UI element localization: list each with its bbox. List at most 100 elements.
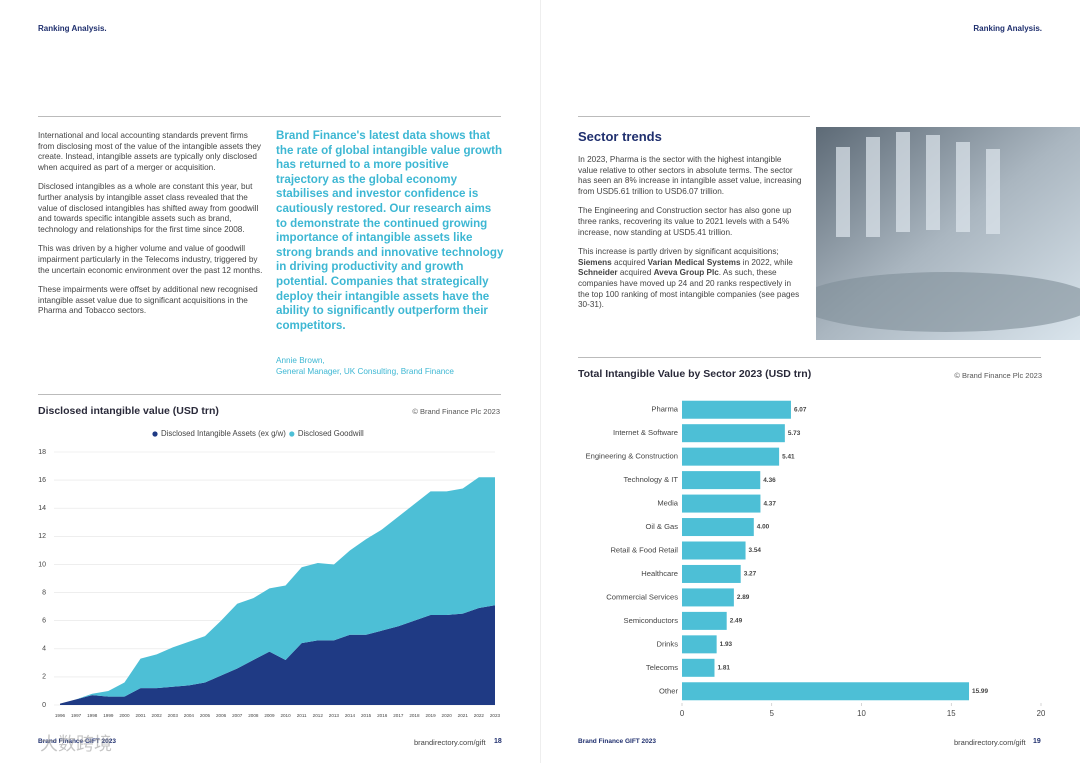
x-tick-label: 2009 [264, 713, 275, 718]
page-number: 19 [1033, 738, 1041, 745]
legend-label: Disclosed Intangible Assets (ex g/w) [161, 429, 286, 438]
category-label: Healthcare [641, 569, 678, 578]
author-name: Annie Brown, [276, 356, 325, 365]
text-run: Aveva Group Plc [653, 268, 719, 278]
bar [682, 658, 715, 677]
value-label: 1.93 [720, 641, 733, 648]
x-tick-label: 2011 [297, 713, 307, 718]
footer-brand: Brand Finance GIFT 2023 [38, 738, 117, 745]
x-tick-label: 1996 [55, 713, 66, 718]
body-column: International and local accounting stand… [38, 131, 264, 326]
y-tick-label: 4 [42, 646, 46, 653]
bar [682, 447, 780, 466]
paragraph: These impairments were offset by additio… [38, 285, 258, 316]
x-tick-label: 2019 [425, 713, 436, 718]
bar [682, 494, 761, 513]
quote-author: Annie Brown, General Manager, UK Consult… [276, 355, 504, 377]
category-label: Internet & Software [613, 428, 678, 437]
y-tick-label: 6 [42, 618, 46, 625]
text-run: acquired [611, 257, 648, 267]
x-tick-label: 10 [857, 709, 866, 718]
x-tick-label: 2001 [135, 713, 146, 718]
x-tick-label: 2000 [119, 713, 130, 718]
value-label: 3.27 [744, 571, 757, 578]
x-tick-label: 1997 [71, 713, 82, 718]
category-label: Oil & Gas [646, 522, 679, 531]
x-tick-label: 2023 [490, 713, 501, 718]
x-tick-label: 2015 [361, 713, 372, 718]
x-tick-label: 0 [680, 709, 685, 718]
x-tick-label: 2004 [184, 713, 195, 718]
chart-title: Disclosed intangible value (USD trn) [38, 405, 219, 417]
legend-swatch [289, 431, 295, 437]
paragraph: International and local accounting stand… [38, 131, 262, 172]
photo [816, 127, 1080, 340]
rule [38, 116, 501, 117]
text-run: Varian Medical Systems [647, 257, 741, 267]
x-tick-label: 2006 [216, 713, 227, 718]
chart-source: © Brand Finance Plc 2023 [412, 407, 500, 416]
category-label: Commercial Services [606, 592, 678, 601]
value-label: 5.73 [788, 430, 801, 437]
legend-swatch [152, 431, 158, 437]
value-label: 15.99 [972, 688, 988, 695]
bar [682, 635, 717, 654]
bar [682, 400, 791, 419]
paragraph: In 2023, Pharma is the sector with the h… [578, 155, 802, 196]
footer-brand: Brand Finance GIFT 2023 [578, 738, 657, 745]
category-label: Telecoms [646, 663, 678, 672]
x-tick-label: 2016 [377, 713, 388, 718]
rule [38, 394, 501, 395]
y-tick-label: 16 [38, 477, 46, 484]
x-tick-label: 2018 [409, 713, 420, 718]
category-label: Semiconductors [624, 616, 679, 625]
x-tick-label: 2014 [345, 713, 356, 718]
x-tick-label: 1999 [103, 713, 114, 718]
bar [682, 541, 746, 560]
quote: Brand Finance's latest data shows that t… [276, 129, 504, 332]
value-label: 6.07 [794, 406, 807, 413]
x-tick-label: 2021 [458, 713, 469, 718]
y-tick-label: 12 [38, 533, 46, 540]
value-label: 4.00 [757, 524, 770, 531]
footer-url: brandirectory.com/gift [414, 738, 486, 747]
x-tick-label: 1998 [87, 713, 98, 718]
value-label: 2.49 [730, 618, 743, 625]
body-column: In 2023, Pharma is the sector with the h… [578, 155, 802, 320]
bar [682, 518, 754, 537]
text-run: Schneider [578, 268, 618, 278]
bar [682, 588, 734, 607]
x-tick-label: 2012 [313, 713, 324, 718]
area [60, 605, 495, 705]
category-label: Retail & Food Retail [610, 546, 678, 555]
paragraph: The Engineering and Construction sector … [578, 206, 792, 237]
watermark: 大数跨境 [40, 734, 112, 754]
spine [540, 0, 541, 763]
y-tick-label: 18 [38, 449, 46, 456]
value-label: 4.37 [763, 500, 776, 507]
bar [682, 424, 785, 443]
x-tick-label: 2008 [248, 713, 259, 718]
x-tick-label: 2007 [232, 713, 243, 718]
x-tick-label: 2017 [393, 713, 404, 718]
text-run: Siemens [578, 257, 612, 267]
rule [578, 116, 810, 117]
header: Ranking Analysis. [973, 24, 1042, 33]
value-label: 5.41 [782, 453, 795, 460]
y-tick-label: 2 [42, 674, 46, 681]
y-tick-label: 0 [42, 702, 46, 709]
bar [682, 611, 727, 630]
text-run: acquired [617, 268, 654, 278]
section-title: Sector trends [578, 129, 662, 144]
x-tick-label: 2003 [168, 713, 179, 718]
x-tick-label: 20 [1037, 709, 1046, 718]
x-tick-label: 2022 [474, 713, 485, 718]
category-label: Other [659, 686, 678, 695]
category-label: Media [657, 499, 678, 508]
bar [682, 682, 970, 701]
value-label: 3.54 [749, 547, 762, 554]
author-role: General Manager, UK Consulting, Brand Fi… [276, 367, 454, 376]
text-run: This increase is partly driven by signif… [578, 247, 779, 257]
x-tick-label: 2005 [200, 713, 211, 718]
